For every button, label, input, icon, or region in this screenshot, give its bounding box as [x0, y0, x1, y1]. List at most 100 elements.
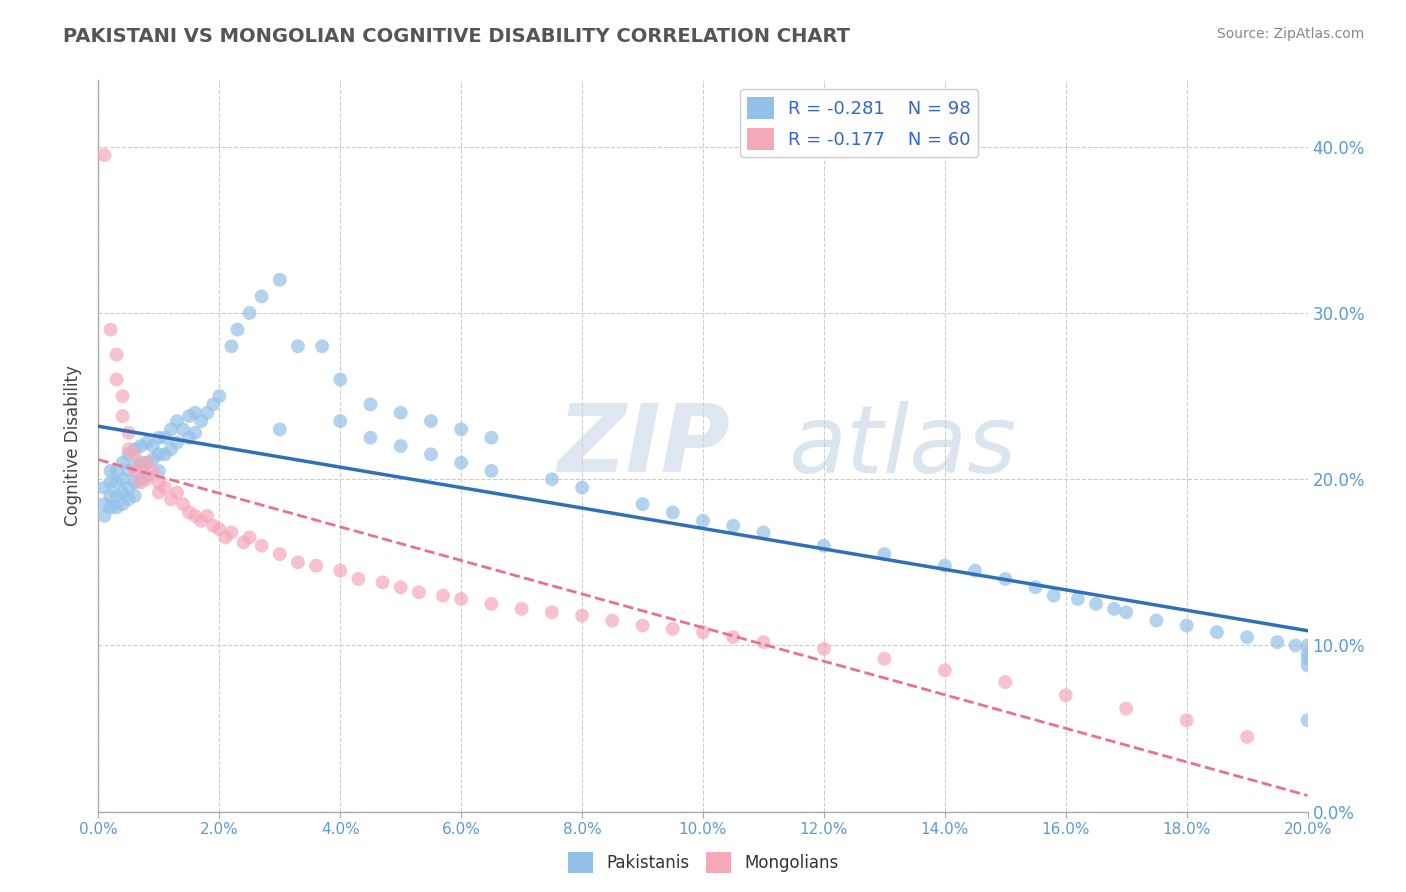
Point	[481, 431, 503, 445]
Point	[160, 442, 183, 457]
Point	[1296, 639, 1319, 653]
Point	[166, 435, 188, 450]
Point	[450, 456, 472, 470]
Point	[160, 422, 183, 436]
Point	[1102, 602, 1125, 616]
Point	[129, 475, 152, 490]
Point	[813, 641, 835, 656]
Point	[166, 485, 188, 500]
Point	[723, 630, 745, 644]
Point	[129, 458, 152, 473]
Point	[1267, 635, 1289, 649]
Point	[723, 518, 745, 533]
Point	[111, 389, 134, 403]
Point	[239, 530, 262, 544]
Point	[93, 497, 115, 511]
Point	[221, 525, 243, 540]
Y-axis label: Cognitive Disability: Cognitive Disability	[65, 366, 83, 526]
Point	[329, 372, 352, 386]
Point	[873, 547, 896, 561]
Point	[105, 464, 128, 478]
Point	[287, 555, 309, 569]
Point	[179, 431, 201, 445]
Point	[631, 618, 654, 632]
Point	[432, 589, 454, 603]
Point	[1067, 591, 1090, 606]
Point	[142, 452, 165, 467]
Point	[166, 414, 188, 428]
Point	[752, 525, 775, 540]
Point	[994, 675, 1017, 690]
Point	[371, 575, 394, 590]
Point	[510, 602, 533, 616]
Point	[214, 530, 236, 544]
Point	[172, 497, 194, 511]
Point	[179, 506, 201, 520]
Point	[1296, 658, 1319, 673]
Point	[250, 289, 273, 303]
Point	[1042, 589, 1064, 603]
Point	[124, 442, 146, 457]
Point	[135, 469, 157, 483]
Point	[172, 422, 194, 436]
Point	[1284, 639, 1306, 653]
Point	[135, 456, 157, 470]
Point	[148, 475, 170, 490]
Point	[311, 339, 333, 353]
Point	[124, 447, 146, 461]
Text: ZIP: ZIP	[558, 400, 731, 492]
Point	[208, 522, 231, 536]
Point	[661, 506, 683, 520]
Point	[269, 422, 291, 436]
Point	[1115, 605, 1137, 619]
Point	[347, 572, 370, 586]
Point	[1115, 701, 1137, 715]
Point	[389, 439, 412, 453]
Point	[118, 464, 141, 478]
Point	[184, 406, 207, 420]
Point	[873, 652, 896, 666]
Point	[287, 339, 309, 353]
Point	[118, 442, 141, 457]
Point	[105, 489, 128, 503]
Point	[1296, 652, 1319, 666]
Point	[100, 475, 122, 490]
Point	[129, 439, 152, 453]
Text: atlas: atlas	[787, 401, 1017, 491]
Point	[153, 431, 176, 445]
Point	[540, 605, 562, 619]
Point	[602, 614, 624, 628]
Point	[226, 323, 249, 337]
Point	[408, 585, 430, 599]
Point	[1175, 714, 1198, 728]
Point	[179, 409, 201, 423]
Point	[160, 492, 183, 507]
Point	[184, 425, 207, 440]
Point	[195, 406, 218, 420]
Point	[129, 456, 152, 470]
Text: Source: ZipAtlas.com: Source: ZipAtlas.com	[1216, 27, 1364, 41]
Point	[100, 500, 122, 515]
Point	[111, 497, 134, 511]
Point	[232, 535, 254, 549]
Point	[153, 481, 176, 495]
Point	[692, 514, 714, 528]
Point	[124, 475, 146, 490]
Point	[692, 625, 714, 640]
Point	[420, 414, 443, 428]
Point	[202, 518, 225, 533]
Point	[1296, 647, 1319, 661]
Point	[105, 500, 128, 515]
Point	[93, 481, 115, 495]
Point	[305, 558, 328, 573]
Point	[118, 481, 141, 495]
Point	[105, 372, 128, 386]
Point	[631, 497, 654, 511]
Point	[118, 447, 141, 461]
Point	[93, 148, 115, 162]
Point	[1296, 714, 1319, 728]
Point	[153, 447, 176, 461]
Point	[100, 464, 122, 478]
Point	[965, 564, 987, 578]
Point	[135, 435, 157, 450]
